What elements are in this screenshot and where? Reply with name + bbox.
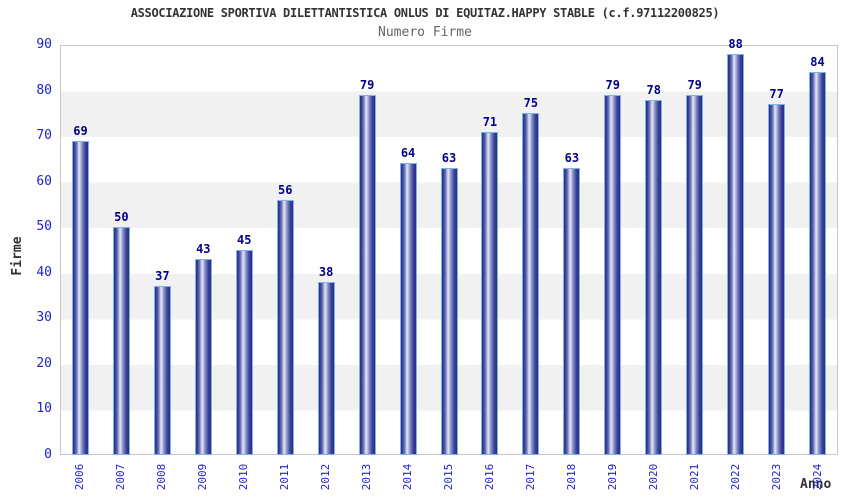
y-tick-label: 10: [36, 401, 52, 417]
bar-value-label: 79: [605, 78, 620, 93]
bar-value-label: 63: [441, 151, 457, 165]
x-tick-label: 2007: [114, 463, 128, 491]
x-tick-label: 2014: [401, 463, 415, 491]
x-tick-label: 2006: [73, 463, 87, 491]
bar-value-label: 84: [810, 55, 825, 70]
bar-value-label: 78: [646, 82, 661, 97]
x-tick-label: 2019: [605, 463, 619, 491]
y-tick-label: 70: [36, 128, 52, 144]
x-tick-label: 2009: [196, 463, 210, 491]
bar-value-label: 50: [114, 210, 129, 225]
y-tick-label: 30: [36, 310, 52, 326]
bar-value-label: 79: [687, 78, 702, 93]
y-tick-label: 90: [36, 37, 52, 52]
bar-value-label: 45: [237, 233, 252, 247]
x-tick-label: 2020: [646, 463, 660, 491]
bar-value-label: 38: [318, 264, 334, 279]
x-tick-label: 2024: [810, 463, 824, 491]
bar-2016: [481, 131, 499, 455]
x-tick-label: 2011: [278, 463, 292, 491]
chart-subtitle: Numero Firme: [378, 25, 472, 40]
bar-value-label: 63: [564, 151, 580, 165]
bar-2011: [276, 199, 294, 455]
bar-value-label: 88: [728, 37, 743, 52]
y-tick-label: 80: [36, 82, 52, 98]
chart-title: ASSOCIAZIONE SPORTIVA DILETTANTISTICA ON…: [130, 6, 720, 20]
bar-value-label: 71: [482, 114, 498, 129]
bar-2013: [358, 95, 376, 455]
bar-value-label: 69: [73, 123, 88, 138]
bar-value-label: 37: [155, 269, 170, 284]
x-tick-label: 2022: [728, 463, 742, 491]
bar-2014: [399, 163, 417, 455]
y-tick-label: 20: [36, 355, 52, 371]
bar-2012: [317, 281, 335, 455]
x-tick-label: 2023: [769, 463, 783, 491]
x-tick-label: 2018: [564, 463, 578, 491]
bar-2007: [112, 227, 130, 455]
bar-2008: [153, 286, 171, 455]
y-tick-label: 0: [44, 447, 52, 462]
bar-2019: [604, 95, 622, 455]
y-axis-label: Firme: [10, 236, 25, 276]
bar-2022: [727, 54, 745, 455]
x-tick-label: 2012: [319, 463, 333, 491]
x-tick-label: 2008: [155, 463, 169, 491]
bar-value-label: 75: [523, 96, 539, 111]
bar-value-label: 79: [359, 78, 375, 93]
y-tick-label: 50: [36, 219, 52, 235]
x-tick-label: 2013: [360, 463, 374, 491]
bar-2010: [235, 250, 253, 455]
bar-2015: [440, 168, 458, 455]
x-tick-label: 2017: [523, 463, 537, 491]
y-tick-label: 40: [36, 264, 52, 280]
x-axis-label: Anno: [800, 477, 832, 492]
x-tick-label: 2021: [687, 463, 701, 491]
bar-value-label: 43: [196, 242, 211, 257]
bar-value-label: 56: [277, 182, 293, 197]
bar-2017: [522, 113, 540, 455]
x-tick-label: 2010: [237, 463, 251, 491]
bar-2020: [645, 99, 663, 455]
bar-2009: [194, 259, 212, 455]
y-tick-label: 60: [36, 173, 52, 189]
bar-value-label: 64: [400, 146, 416, 161]
bar-2023: [768, 104, 786, 455]
x-tick-label: 2016: [482, 463, 496, 491]
bar-2024: [809, 72, 827, 455]
x-tick-label: 2015: [442, 463, 455, 491]
bar-2021: [686, 95, 704, 455]
bar-2006: [71, 140, 89, 455]
bar-2018: [563, 168, 581, 455]
bar-value-label: 77: [769, 87, 784, 102]
